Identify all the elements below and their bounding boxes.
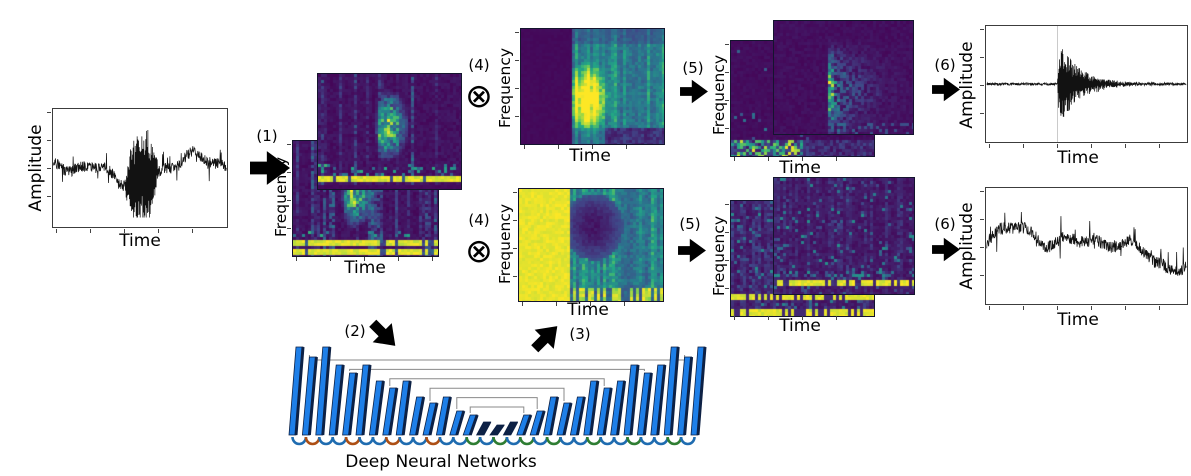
x-axis-ticks <box>989 306 1184 310</box>
noise-waveform-xlabel: Time <box>1057 310 1099 330</box>
x-axis-ticks <box>524 145 659 149</box>
x-axis-ticks <box>296 257 433 261</box>
y-axis-ticks <box>287 144 291 251</box>
noise-waveform-ylabel: Amplitude <box>957 202 977 290</box>
step6-top-arrow-icon <box>932 77 960 102</box>
step4-top-label: (4) <box>468 56 490 74</box>
step2-label: (2) <box>344 322 366 340</box>
y-axis-ticks <box>980 191 984 301</box>
noise-waveform-plot <box>985 187 1188 305</box>
step4-bottom-label: (4) <box>468 211 490 229</box>
denoised-waveform-plot <box>985 25 1188 143</box>
noise-spectrograms-xlabel: Time <box>779 316 821 336</box>
input-waveform-plot <box>52 108 228 228</box>
x-axis-ticks <box>522 302 658 306</box>
y-axis-ticks <box>47 112 51 222</box>
y-axis-ticks <box>980 29 984 139</box>
x-axis-ticks <box>734 157 869 161</box>
step5-bottom-label: (5) <box>679 215 701 233</box>
noise-mask-ylabel: Frequency <box>496 203 514 285</box>
masked-signal-spectrogram-front <box>773 20 914 135</box>
signal-mask-image <box>520 28 665 145</box>
noise-spectrogram-front <box>773 177 915 295</box>
step6-bottom-arrow-icon <box>932 237 960 262</box>
denoised-waveform-trace <box>986 49 1187 117</box>
step5-bottom-arrow-icon <box>678 238 706 263</box>
step5-top-arrow-icon <box>680 79 708 104</box>
input-waveform-ylabel: Amplitude <box>26 124 46 212</box>
step3-arrow-icon <box>531 326 558 353</box>
step1-arrow-icon <box>250 151 290 185</box>
denoised-waveform-ylabel: Amplitude <box>957 41 977 129</box>
x-axis-ticks <box>989 144 1184 148</box>
y-axis-ticks <box>725 44 729 151</box>
step6-top-label: (6) <box>934 56 956 74</box>
y-axis-ticks <box>515 32 519 139</box>
step3-label: (3) <box>569 325 591 343</box>
step2-arrow-icon <box>369 319 396 346</box>
noisy-spectrograms-xlabel: Time <box>344 258 386 278</box>
step1-label: (1) <box>256 127 278 145</box>
x-axis-ticks <box>734 316 869 320</box>
elementwise-multiply-icon: ⊗ <box>465 231 493 270</box>
y-axis-ticks <box>725 204 729 311</box>
x-axis-ticks <box>56 229 224 233</box>
y-axis-ticks <box>513 192 517 296</box>
input-waveform-xlabel: Time <box>119 231 161 251</box>
noise-mask-image <box>518 188 664 302</box>
step6-bottom-label: (6) <box>934 215 956 233</box>
noise-waveform-trace <box>986 211 1187 276</box>
unet-architecture-graphic <box>288 346 707 446</box>
dnn-label: Deep Neural Networks <box>345 452 537 472</box>
input-waveform-trace <box>53 129 227 218</box>
noise-mask-xlabel: Time <box>567 300 609 320</box>
step5-top-label: (5) <box>682 59 704 77</box>
signal-mask-xlabel: Time <box>569 146 611 166</box>
signal-mask-ylabel: Frequency <box>496 47 514 129</box>
masked-signal-xlabel: Time <box>779 158 821 178</box>
noisy-spectrogram-back <box>317 73 462 190</box>
denoised-waveform-xlabel: Time <box>1057 148 1099 168</box>
elementwise-multiply-icon: ⊗ <box>465 76 493 115</box>
